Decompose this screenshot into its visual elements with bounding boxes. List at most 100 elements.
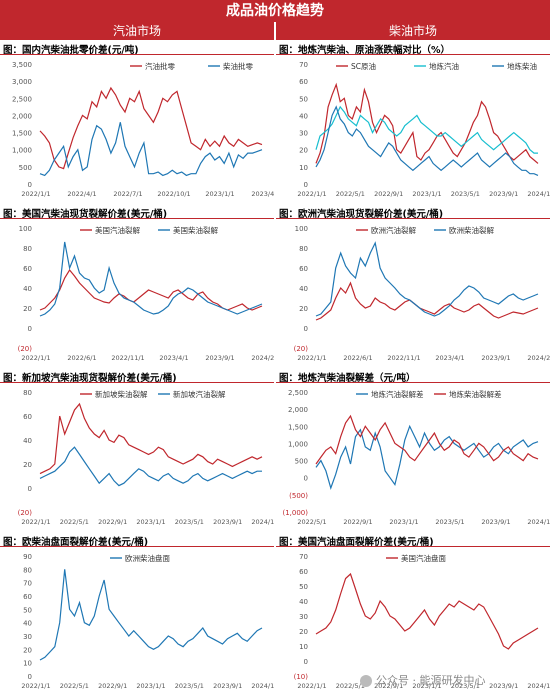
y-tick-label: 10	[23, 660, 32, 668]
y-tick-label: 0	[304, 325, 308, 333]
x-tick-label: 2023/4/1	[251, 190, 274, 198]
y-tick-label: 3,000	[12, 78, 32, 86]
y-tick-label: 10	[299, 643, 308, 651]
y-tick-label: 0	[28, 485, 32, 493]
y-tick-label: 50	[299, 583, 308, 591]
chart-panel-2: 图：美国汽柴油现货裂解价差(美元/桶) 100 80 60 40 20 0 (20) 2022…	[0, 204, 274, 367]
series-line-2	[315, 105, 539, 176]
chart-panel-5: 图：地炼汽柴油裂解差（元/吨） 2,500 2,000 1,500 1,000 500 0…	[276, 368, 550, 531]
chart-title: 图：欧洲汽柴油现货裂解价差(美元/桶)	[279, 209, 444, 220]
y-tick-label: 40	[299, 598, 308, 606]
gasoline-market-header: 汽油市场	[0, 22, 274, 40]
x-tick-label: 2022/1/1	[21, 682, 50, 690]
x-tick-label: 2023/4/1	[435, 354, 464, 362]
x-tick-label: 2023/1/1	[389, 518, 418, 526]
y-tick-label: 70	[23, 580, 32, 588]
y-tick-label: 20	[299, 628, 308, 636]
x-tick-label: 2023/9/1	[213, 682, 242, 690]
chart-panel-3: 图：欧洲汽柴油现货裂解价差(美元/桶) 100 80 60 40 20 0 (20) 2022…	[276, 204, 550, 367]
y-tick-label: 0	[28, 181, 32, 189]
x-tick-label: 2024/1/1	[527, 518, 550, 526]
legend-label: 柴油批零	[223, 61, 253, 71]
series-line-1	[315, 105, 538, 154]
y-tick-label: 2,000	[12, 112, 32, 120]
x-tick-label: 2022/5/1	[336, 682, 365, 690]
y-tick-label: 40	[299, 285, 308, 293]
legend-label: 美国柴油裂解	[173, 225, 218, 235]
x-tick-label: 2023/1/1	[205, 190, 234, 198]
legend-label: 地炼柴油裂解差	[449, 389, 502, 399]
y-tick-label: 30	[299, 130, 308, 138]
y-tick-label: 20	[23, 305, 32, 313]
y-tick-label: 20	[299, 305, 308, 313]
chart-panel-7: 图：美国汽油盘面裂解价差(美元/桶) 70 60 50 40 30 20 10 0 (10) 20…	[276, 532, 550, 695]
x-tick-label: 2022/9/1	[98, 682, 127, 690]
x-tick-label: 2022/11/1	[111, 354, 144, 362]
y-tick-label: 3,500	[12, 61, 32, 69]
legend-label: 地炼柴油	[507, 61, 537, 71]
x-tick-label: 2023/5/1	[435, 518, 464, 526]
series-line-1	[315, 241, 539, 317]
x-tick-label: 2023/9/1	[489, 190, 518, 198]
y-tick-label: 500	[19, 164, 32, 172]
chart-title: 图：美国汽柴油现货裂解价差(美元/桶)	[3, 209, 168, 220]
y-tick-label: 50	[23, 606, 32, 614]
series-line-1	[39, 241, 263, 317]
x-tick-label: 2022/5/1	[336, 190, 365, 198]
y-tick-label: 100	[295, 225, 308, 233]
y-tick-label: (20)	[18, 345, 33, 353]
chart-title: 图：新加坡汽柴油现货裂解价差(美元/桶)	[3, 373, 177, 384]
x-tick-label: 2022/9/1	[374, 190, 403, 198]
x-tick-label: 2024/1/1	[527, 682, 550, 690]
y-tick-label: 70	[299, 61, 308, 69]
x-tick-label: 2022/7/1	[113, 190, 142, 198]
chart-title: 图：地炼汽柴油、原油涨跌幅对比（%）	[279, 45, 451, 56]
x-tick-label: 2023/1/1	[412, 190, 441, 198]
series-line-0	[315, 82, 539, 164]
y-tick-label: 20	[23, 646, 32, 654]
legend-label: 欧洲柴油盘面	[125, 553, 170, 563]
x-tick-label: 2023/1/1	[136, 518, 165, 526]
y-tick-label: 20	[23, 461, 32, 469]
chart-svg-3: 100 80 60 40 20 0 (20)2022/1/1 2022/6/1 2022/11/…	[294, 225, 550, 362]
legend-label: 欧洲柴油裂解	[449, 225, 494, 235]
y-tick-label: 0	[304, 475, 308, 483]
y-tick-label: 0	[28, 673, 32, 681]
x-tick-label: 2022/5/1	[297, 518, 326, 526]
x-tick-label: 2022/1/1	[21, 354, 50, 362]
series-line-1	[39, 122, 263, 177]
x-tick-label: 2022/1/1	[297, 682, 326, 690]
chart-title: 图：地炼汽柴油裂解差（元/吨）	[279, 373, 416, 384]
x-tick-label: 2023/5/1	[451, 190, 480, 198]
x-tick-label: 2022/9/1	[374, 682, 403, 690]
x-tick-label: 2023/9/1	[213, 518, 242, 526]
series-line-0	[39, 86, 263, 170]
y-tick-label: 60	[299, 265, 308, 273]
x-tick-label: 2023/9/1	[489, 682, 518, 690]
y-tick-label: 30	[299, 613, 308, 621]
y-tick-label: 80	[23, 566, 32, 574]
legend-label: 新加坡柴油裂解	[95, 389, 148, 399]
wechat-icon	[360, 675, 372, 687]
chart-panel-4: 图：新加坡汽柴油现货裂解价差(美元/桶) 80 60 40 20 0 (20) 2022/1…	[0, 368, 274, 531]
y-tick-label: 50	[299, 95, 308, 103]
series-line-0	[39, 402, 263, 475]
x-tick-label: 2023/5/1	[451, 682, 480, 690]
x-tick-label: 2022/9/1	[98, 518, 127, 526]
y-tick-label: 40	[23, 285, 32, 293]
x-tick-label: 2023/9/1	[205, 354, 234, 362]
x-tick-label: 2023/1/1	[412, 682, 441, 690]
chart-panel-1: 图：地炼汽柴油、原油涨跌幅对比（%） 70 60 50 40 30 20 10 0 2022/1…	[276, 40, 550, 203]
x-tick-label: 2023/9/1	[481, 518, 510, 526]
y-tick-label: 0	[28, 325, 32, 333]
x-tick-label: 2023/5/1	[175, 682, 204, 690]
chart-title: 图：欧柴油盘面裂解价差(美元/桶)	[3, 537, 149, 548]
chart-svg-5: 2,5002,0001,5001,0005000(500)(1,000)2022…	[282, 389, 550, 526]
y-tick-label: (10)	[294, 673, 309, 681]
x-tick-label: 2022/6/1	[67, 354, 96, 362]
legend-label: 欧洲汽油裂解	[371, 225, 416, 235]
watermark-text: 公众号 · 能源研发中心	[376, 674, 486, 687]
y-tick-label: 1,000	[288, 440, 308, 448]
